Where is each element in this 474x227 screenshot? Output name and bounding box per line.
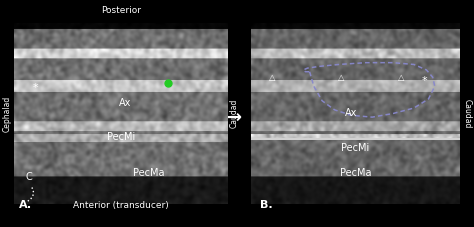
Text: △: △: [398, 73, 405, 82]
Text: *: *: [33, 83, 38, 93]
Text: PecMi: PecMi: [107, 132, 135, 142]
Text: Cephalad: Cephalad: [2, 95, 11, 132]
Text: △: △: [337, 73, 344, 82]
Text: PecMa: PecMa: [340, 168, 371, 178]
Text: Posterior: Posterior: [101, 6, 141, 15]
Text: △: △: [269, 73, 275, 82]
Text: →: →: [227, 109, 242, 127]
Text: A.: A.: [18, 200, 32, 210]
Text: B.: B.: [260, 200, 272, 210]
Text: Ax: Ax: [119, 98, 131, 108]
Text: Anterior (transducer): Anterior (transducer): [73, 201, 169, 210]
Text: Caudad: Caudad: [230, 99, 239, 128]
Text: PecMa: PecMa: [133, 168, 164, 178]
Text: Ax: Ax: [345, 109, 357, 118]
Text: Caudad: Caudad: [463, 99, 472, 128]
Text: C: C: [26, 172, 33, 182]
Text: *: *: [421, 76, 427, 86]
Text: PecMi: PecMi: [341, 143, 370, 153]
